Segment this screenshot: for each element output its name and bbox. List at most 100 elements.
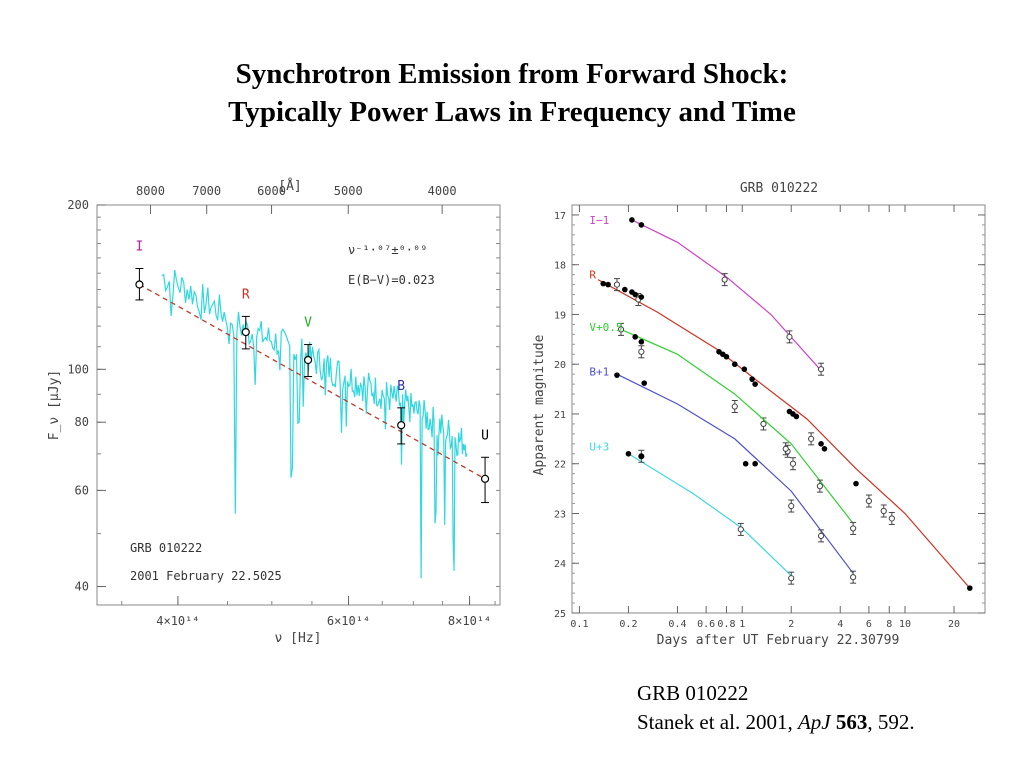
- lightcurve-y-tick-label: 23: [554, 509, 566, 520]
- lightcurve-x-tick-label: 0.1: [570, 619, 588, 630]
- citation-pages: , 592.: [867, 710, 915, 734]
- spectrum-y-tick-label: 40: [75, 580, 89, 594]
- spectrum-top-tick-label: 7000: [192, 184, 221, 198]
- spectrum-point: [303, 355, 313, 365]
- lightcurve-open-point: [617, 326, 625, 333]
- lightcurve-filled-point: [638, 222, 645, 228]
- lightcurve-x-tick-label: 10: [899, 619, 911, 630]
- spectrum-band-label: V: [304, 316, 312, 331]
- lightcurve-series-label: U+3: [589, 440, 609, 453]
- lightcurve-filled-point: [641, 380, 648, 386]
- lightcurve-open-point: [721, 276, 728, 283]
- lightcurve-x-tick-label: 0.4: [668, 619, 686, 630]
- lightcurve-open-point: [817, 532, 825, 539]
- lightcurve-filled-point: [632, 291, 638, 298]
- lightcurve-series-line: [631, 219, 821, 370]
- lightcurve-filled-point: [741, 366, 748, 372]
- lightcurve-filled-point: [752, 381, 758, 387]
- spectrum-annotation-grb: GRB 010222: [130, 541, 202, 555]
- lightcurve-filled-point: [752, 460, 758, 467]
- lightcurve-x-tick-label: 0.6: [697, 619, 715, 630]
- lightcurve-filled-point: [638, 339, 645, 345]
- spectrum-y-axis-label: F_ν [μJy]: [47, 370, 62, 440]
- lightcurve-x-tick-label: 20: [948, 619, 960, 630]
- spectrum-top-tick-label: 5000: [334, 184, 363, 198]
- lightcurve-series-line: [616, 373, 854, 574]
- lightcurve-y-tick-label: 25: [554, 609, 566, 620]
- lightcurve-x-tick-label: 1: [739, 619, 745, 630]
- lightcurve-x-tick-label: 0.8: [717, 619, 735, 630]
- lightcurve-open-point: [638, 348, 645, 355]
- lightcurve-series-label: I−1: [589, 214, 609, 227]
- slide-title-line-1: Synchrotron Emission from Forward Shock:: [235, 58, 789, 90]
- spectrum-top-tick-label: 6000: [257, 184, 286, 198]
- lightcurve-filled-point: [742, 460, 749, 467]
- lightcurve-x-tick-label: 0.2: [619, 619, 637, 630]
- lightcurve-filled-point: [966, 585, 973, 591]
- spectrum-point: [241, 327, 250, 337]
- lightcurve-x-axis-label: Days after UT February 22.30799: [657, 633, 900, 648]
- spectrum-y-tick-label: 100: [67, 362, 89, 376]
- lightcurve-open-point: [808, 435, 815, 442]
- lightcurve-open-point: [850, 574, 857, 581]
- citation-journal: ApJ: [797, 710, 831, 734]
- lightcurve-filled-point: [818, 441, 824, 447]
- lightcurve-filled-point: [749, 376, 755, 382]
- spectrum-band-label: B: [397, 379, 405, 394]
- spectrum-plot-frame: [96, 204, 501, 606]
- lightcurve-filled-point: [614, 372, 620, 378]
- lightcurve-filled-point: [605, 281, 611, 288]
- lightcurve-filled-point: [629, 217, 635, 223]
- spectrum-fit-line: [139, 283, 486, 480]
- lightcurve-x-tick-label: 4: [837, 619, 843, 630]
- spectrum-x-tick-label: 4×10¹⁴: [156, 614, 199, 628]
- spectrum-top-tick-label: 8000: [136, 184, 165, 198]
- lightcurve-series-label: R: [589, 269, 596, 282]
- lightcurve-y-axis-label: Apparent magnitude: [532, 334, 547, 475]
- lightcurve-open-point: [880, 507, 887, 515]
- lightcurve-filled-point: [625, 450, 632, 457]
- lightcurve-filled-point: [793, 413, 800, 420]
- lightcurve-open-point: [760, 420, 767, 428]
- citation-grb: GRB 010222: [637, 681, 749, 705]
- lightcurve-y-tick-label: 24: [554, 559, 566, 570]
- lightcurve-filled-point: [638, 294, 645, 300]
- spectrum-x-tick-label: 8×10¹⁴: [448, 614, 491, 628]
- lightcurve-filled-point: [632, 334, 638, 340]
- spectrum-top-axis-label: [Å]: [278, 178, 301, 194]
- lightcurve-open-point: [850, 525, 857, 532]
- spectrum-band-label: R: [242, 287, 250, 302]
- lightcurve-filled-point: [600, 280, 607, 287]
- lightcurve-y-tick-label: 18: [554, 261, 566, 272]
- spectrum-point: [135, 280, 144, 289]
- spectrum-point: [480, 474, 490, 483]
- citation-reference: Stanek et al. 2001, ApJ 563, 592.: [637, 709, 915, 736]
- slide-title-line-2: Typically Power Laws in Frequency and Ti…: [228, 96, 796, 128]
- spectrum-top-tick-label: 4000: [428, 184, 457, 198]
- spectrum-band-label: U: [481, 428, 489, 443]
- lightcurve-series-line: [620, 328, 854, 524]
- lightcurve-filled-point: [731, 361, 738, 368]
- lightcurve-open-point: [888, 515, 895, 522]
- lightcurve-x-tick-label: 8: [886, 619, 892, 630]
- spectrum-point: [397, 421, 406, 430]
- citation-authors: Stanek et al. 2001,: [637, 710, 798, 734]
- lightcurve-filled-point: [853, 480, 859, 487]
- lightcurve-filled-point: [622, 286, 628, 293]
- spectrum-line: [161, 269, 468, 579]
- spectrum-annotation-date: 2001 February 22.5025: [130, 569, 282, 583]
- lightcurve-open-point: [737, 526, 744, 533]
- lightcurve-plot-frame: [571, 204, 986, 614]
- lightcurve-open-point: [613, 281, 621, 288]
- lightcurve-open-point: [731, 403, 738, 410]
- lightcurve-filled-point: [821, 446, 828, 452]
- lightcurve-open-point: [788, 502, 795, 510]
- spectrum-extinction-label: E(B−V)=0.023: [348, 273, 435, 287]
- lightcurve-series-line: [597, 279, 971, 589]
- lightcurve-series-label: V+0.5: [589, 321, 622, 334]
- lightcurve-open-point: [865, 497, 873, 505]
- lightcurve-y-tick-label: 19: [554, 310, 566, 321]
- spectrum-y-tick-label: 200: [67, 198, 89, 212]
